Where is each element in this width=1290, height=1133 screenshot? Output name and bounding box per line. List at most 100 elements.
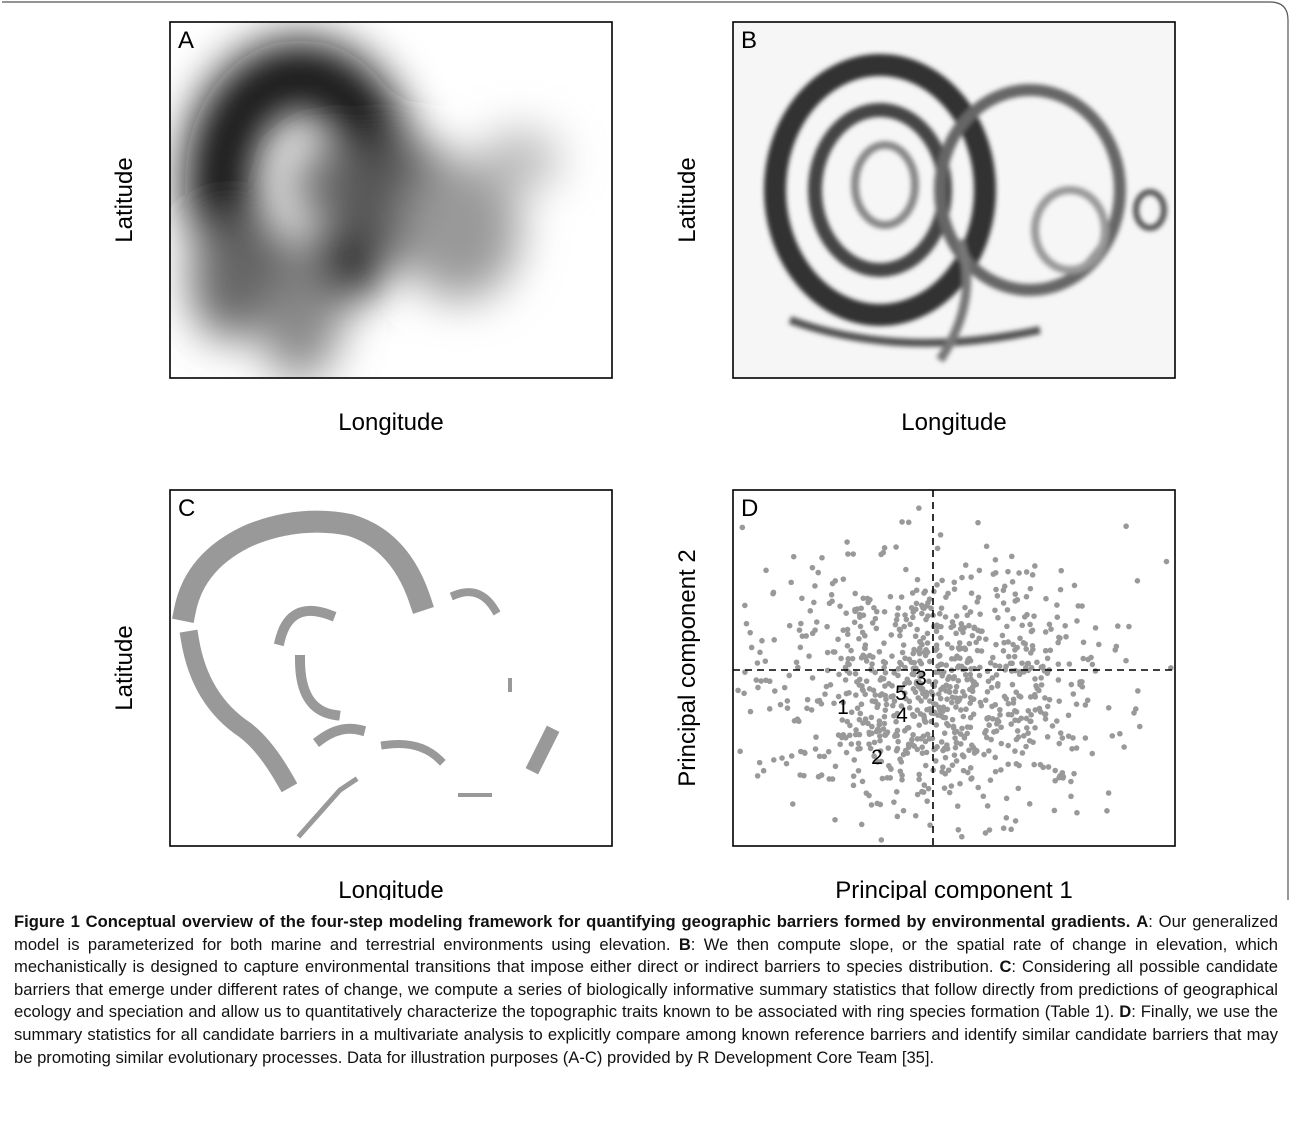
- scatter-point: [962, 734, 968, 740]
- scatter-point: [1028, 586, 1034, 592]
- scatter-point: [851, 757, 857, 763]
- scatter-point: [938, 696, 944, 702]
- scatter-point: [1026, 661, 1032, 667]
- scatter-point: [895, 673, 901, 679]
- barrier-map: [185, 522, 550, 835]
- scatter-point: [757, 650, 763, 656]
- scatter-point: [767, 678, 773, 684]
- scatter-point: [813, 746, 819, 752]
- scatter-point: [915, 736, 921, 742]
- scatter-point: [869, 802, 875, 808]
- scatter-point: [886, 763, 892, 769]
- scatter-point: [1003, 696, 1009, 702]
- scatter-point: [994, 672, 1000, 678]
- scatter-point: [1052, 768, 1058, 774]
- scatter-point: [942, 730, 948, 736]
- scatter-point: [961, 754, 967, 760]
- scatter-point: [1006, 701, 1012, 707]
- scatter-point: [1106, 705, 1112, 711]
- scatter-point: [955, 678, 961, 684]
- scatter-point: [1104, 808, 1110, 814]
- scatter-point: [977, 611, 983, 617]
- scatter-point: [924, 798, 930, 804]
- scatter-point: [853, 727, 859, 733]
- scatter-point: [860, 630, 866, 636]
- scatter-point: [849, 741, 855, 747]
- scatter-point: [1058, 587, 1064, 593]
- scatter-point: [979, 703, 985, 709]
- scatter-point: [916, 722, 922, 728]
- scatter-point: [1058, 730, 1064, 736]
- scatter-point: [869, 724, 875, 730]
- scatter-point: [913, 607, 919, 613]
- x-axis-label: Principal component 1: [835, 877, 1072, 900]
- scatter-point: [904, 617, 910, 623]
- scatter-point: [845, 551, 851, 557]
- scatter-point: [845, 472, 851, 478]
- page: ALongitudeLatitudeBLongitudeLatitudeCLon…: [0, 0, 1290, 1133]
- scatter-point: [906, 680, 912, 686]
- scatter-point: [944, 682, 950, 688]
- scatter-point: [894, 617, 900, 623]
- scatter-point: [921, 733, 927, 739]
- scatter-point: [1083, 735, 1089, 741]
- scatter-point: [852, 619, 858, 625]
- scatter-point: [987, 827, 993, 833]
- scatter-point: [838, 656, 844, 662]
- scatter-point: [860, 595, 866, 601]
- scatter-point: [889, 632, 895, 638]
- scatter-point: [1040, 764, 1046, 770]
- scatter-point: [1042, 695, 1048, 701]
- scatter-point: [1055, 661, 1061, 667]
- scatter-point: [1068, 779, 1074, 785]
- scatter-point: [843, 677, 849, 683]
- scatter-point: [998, 767, 1004, 773]
- scatter-point: [974, 748, 980, 754]
- scatter-point: [812, 583, 818, 589]
- scatter-point: [856, 741, 862, 747]
- scatter-point: [923, 617, 929, 623]
- scatter-point: [1114, 644, 1120, 650]
- scatter-point: [940, 764, 946, 770]
- scatter-point: [805, 697, 811, 703]
- slope-map: [733, 22, 1175, 378]
- scatter-point: [972, 625, 978, 631]
- scatter-point: [974, 599, 980, 605]
- scatter-point: [936, 705, 942, 711]
- scatter-point: [1004, 624, 1010, 630]
- scatter-point: [895, 814, 901, 820]
- scatter-point: [959, 834, 965, 840]
- scatter-point: [1117, 731, 1123, 737]
- scatter-point: [938, 635, 944, 641]
- scatter-point: [882, 721, 888, 727]
- scatter-point: [943, 755, 949, 761]
- scatter-point: [967, 641, 973, 647]
- scatter-point: [894, 748, 900, 754]
- scatter-point: [925, 640, 931, 646]
- scatter-point: [906, 656, 912, 662]
- scatter-point: [844, 668, 850, 674]
- scatter-point: [791, 554, 797, 560]
- scatter-point: [1070, 691, 1076, 697]
- scatter-point: [1004, 815, 1010, 821]
- scatter-point: [882, 707, 888, 713]
- scatter-point: [835, 636, 841, 642]
- scatter-point: [1003, 664, 1009, 670]
- scatter-point: [874, 609, 880, 615]
- scatter-point: [975, 785, 981, 791]
- scatter-point: [758, 678, 764, 684]
- scatter-point: [1009, 554, 1015, 560]
- scatter-point: [836, 732, 842, 738]
- scatter-point: [1013, 818, 1019, 824]
- scatter-point: [1014, 761, 1020, 767]
- scatter-point: [1001, 825, 1007, 831]
- scatter-point: [843, 610, 849, 616]
- scatter-point: [899, 594, 905, 600]
- scatter-point: [885, 745, 891, 751]
- scatter-point: [975, 520, 981, 526]
- scatter-point: [847, 723, 853, 729]
- scatter-point: [742, 603, 748, 609]
- scatter-point: [985, 803, 991, 809]
- scatter-point: [1027, 801, 1033, 807]
- scatter-point: [979, 628, 985, 634]
